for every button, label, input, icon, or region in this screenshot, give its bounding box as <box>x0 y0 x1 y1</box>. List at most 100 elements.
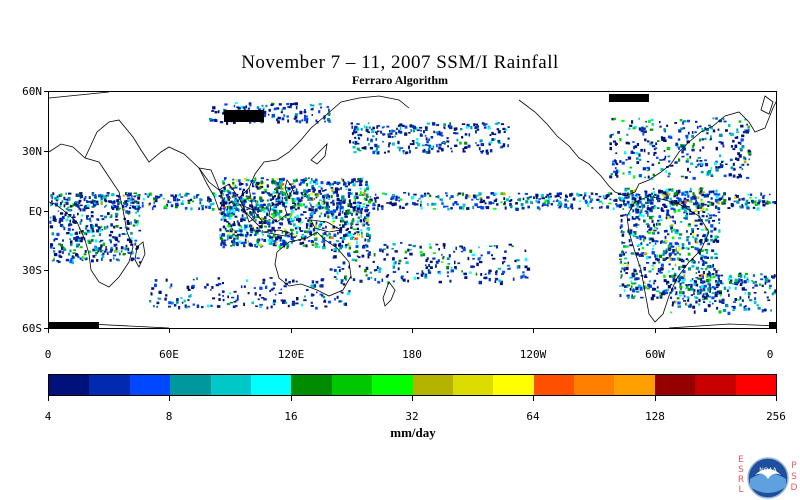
rain-pixel <box>691 131 694 134</box>
rain-pixel <box>547 198 551 201</box>
rain-pixel <box>76 244 79 247</box>
rain-pixel <box>420 200 422 204</box>
rain-pixel <box>636 237 639 239</box>
rain-pixel <box>243 199 247 203</box>
rain-pixel <box>606 205 610 209</box>
rain-pixel <box>332 220 336 223</box>
rain-pixel <box>326 118 331 121</box>
rain-pixel <box>679 290 682 295</box>
rain-pixel <box>711 265 714 269</box>
rain-pixel <box>94 202 97 205</box>
rain-pixel <box>348 211 352 215</box>
rain-pixel <box>686 192 689 196</box>
rain-pixel <box>635 252 639 256</box>
rain-pixel <box>702 293 705 296</box>
rain-pixel <box>61 225 65 228</box>
rain-pixel <box>294 102 298 106</box>
rain-pixel <box>694 281 697 284</box>
rain-pixel <box>712 275 716 279</box>
rain-pixel <box>659 218 663 222</box>
rain-pixel <box>657 270 660 273</box>
rain-pixel <box>125 210 128 214</box>
rain-pixel <box>370 128 373 131</box>
rain-pixel <box>334 243 337 247</box>
rain-pixel <box>527 205 530 209</box>
rain-pixel <box>690 233 692 236</box>
rain-pixel <box>237 294 239 298</box>
rain-pixel <box>704 137 707 140</box>
rain-pixel <box>282 239 286 244</box>
rain-pixel <box>258 186 262 190</box>
rain-pixel <box>639 213 642 216</box>
rain-pixel <box>365 129 369 132</box>
rain-pixel <box>709 300 711 304</box>
rain-pixel <box>253 179 256 184</box>
rain-pixel <box>264 190 267 193</box>
lon-tick <box>291 329 292 333</box>
rain-pixel <box>620 218 623 223</box>
rain-pixel <box>252 192 256 195</box>
rain-pixel <box>399 126 402 130</box>
rain-pixel <box>328 233 331 235</box>
rain-pixel <box>559 202 563 206</box>
rain-pixel <box>90 223 93 227</box>
rain-pixel <box>234 194 237 198</box>
rain-pixel <box>643 236 647 240</box>
lon-label-60w: 60W <box>645 348 665 361</box>
rain-pixel <box>426 150 430 154</box>
rain-pixel <box>370 276 373 279</box>
rain-pixel <box>535 193 539 198</box>
rain-pixel <box>322 232 325 235</box>
rain-pixel <box>284 232 287 236</box>
rain-pixel <box>280 200 284 203</box>
rain-pixel <box>267 113 270 116</box>
rain-pixel <box>330 213 333 215</box>
rain-pixel <box>334 187 339 191</box>
rain-pixel <box>134 242 137 245</box>
rain-pixel <box>698 298 701 302</box>
rain-pixel <box>100 249 104 252</box>
rain-pixel <box>620 214 624 217</box>
rain-pixel <box>219 121 224 124</box>
rain-pixel <box>224 227 227 231</box>
rain-pixel <box>70 233 73 237</box>
rain-pixel <box>652 144 655 147</box>
rain-pixel <box>91 234 95 237</box>
rain-pixel <box>492 192 495 194</box>
rain-pixel <box>494 280 497 283</box>
rain-pixel <box>455 132 459 135</box>
rain-pixel <box>466 207 470 210</box>
rain-pixel <box>295 188 298 192</box>
rain-pixel <box>242 242 246 246</box>
rain-pixel <box>462 203 466 207</box>
rain-pixel <box>721 282 724 285</box>
rain-pixel <box>285 198 288 202</box>
rain-pixel <box>674 122 678 124</box>
rain-pixel <box>257 230 261 232</box>
rain-pixel <box>690 196 694 200</box>
rain-pixel <box>74 232 78 235</box>
rain-pixel <box>222 244 225 246</box>
rain-pixel <box>123 202 126 205</box>
rain-pixel <box>744 272 748 275</box>
rain-pixel <box>256 200 259 204</box>
rain-pixel <box>643 266 646 269</box>
rain-pixel <box>671 229 673 233</box>
rain-pixel <box>565 194 568 198</box>
rain-pixel <box>271 226 275 230</box>
rain-pixel <box>432 257 436 260</box>
rain-pixel <box>686 153 689 156</box>
rain-pixel <box>210 289 212 291</box>
rain-pixel <box>361 231 363 235</box>
rain-pixel <box>631 216 634 220</box>
rain-pixel <box>289 192 291 195</box>
rain-pixel <box>68 214 72 216</box>
rain-pixel <box>670 275 674 278</box>
rain-pixel <box>276 178 279 181</box>
rain-pixel <box>439 133 442 136</box>
rain-pixel <box>747 193 750 196</box>
rain-pixel <box>639 269 642 273</box>
rain-pixel <box>721 201 724 205</box>
rain-pixel <box>667 233 670 236</box>
rain-pixel <box>449 197 451 200</box>
